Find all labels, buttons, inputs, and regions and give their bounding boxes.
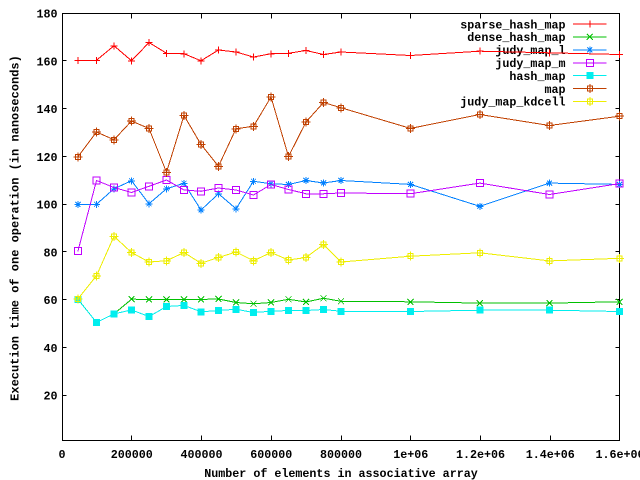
- svg-text:140: 140: [36, 103, 57, 117]
- svg-text:120: 120: [36, 151, 57, 165]
- svg-text:800000: 800000: [320, 448, 362, 462]
- svg-text:Execution time of one operatio: Execution time of one operation (in nano…: [9, 55, 23, 401]
- svg-text:dense_hash_map: dense_hash_map: [467, 31, 565, 45]
- svg-text:1e+06: 1e+06: [393, 448, 428, 462]
- svg-text:400000: 400000: [180, 448, 222, 462]
- svg-text:1.2e+06: 1.2e+06: [456, 448, 505, 462]
- svg-text:judy_map_kdcell: judy_map_kdcell: [460, 96, 565, 110]
- svg-text:180: 180: [36, 8, 57, 22]
- svg-text:60: 60: [43, 294, 57, 308]
- svg-text:160: 160: [36, 55, 57, 69]
- svg-text:judy_map_m: judy_map_m: [495, 57, 565, 71]
- svg-text:200000: 200000: [111, 448, 153, 462]
- svg-text:map: map: [544, 83, 565, 97]
- svg-text:Number of elements in associat: Number of elements in associative array: [204, 467, 478, 480]
- svg-text:80: 80: [43, 246, 57, 260]
- svg-text:hash_map: hash_map: [509, 70, 565, 84]
- svg-text:sparse_hash_map: sparse_hash_map: [460, 18, 565, 32]
- svg-text:600000: 600000: [250, 448, 292, 462]
- svg-text:1.6e+06: 1.6e+06: [595, 448, 640, 462]
- svg-text:20: 20: [43, 390, 57, 404]
- svg-text:1.4e+06: 1.4e+06: [526, 448, 575, 462]
- svg-text:40: 40: [43, 342, 57, 356]
- svg-text:judy_map_l: judy_map_l: [495, 44, 565, 58]
- svg-text:0: 0: [58, 448, 65, 462]
- svg-text:100: 100: [36, 199, 57, 213]
